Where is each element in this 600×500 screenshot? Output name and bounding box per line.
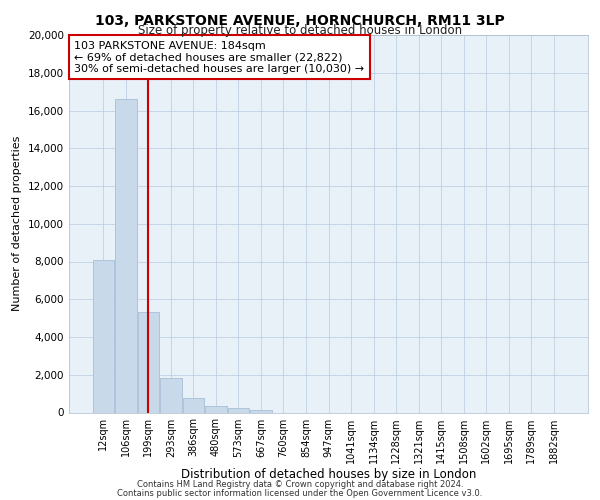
Bar — [250, 410, 272, 412]
Bar — [182, 398, 204, 412]
Bar — [228, 408, 249, 412]
Bar — [205, 406, 227, 412]
Bar — [137, 312, 159, 412]
Bar — [115, 99, 137, 412]
Text: 103 PARKSTONE AVENUE: 184sqm
← 69% of detached houses are smaller (22,822)
30% o: 103 PARKSTONE AVENUE: 184sqm ← 69% of de… — [74, 40, 364, 74]
Bar — [92, 260, 114, 412]
Text: Contains HM Land Registry data © Crown copyright and database right 2024.: Contains HM Land Registry data © Crown c… — [137, 480, 463, 489]
X-axis label: Distribution of detached houses by size in London: Distribution of detached houses by size … — [181, 468, 476, 481]
Text: Size of property relative to detached houses in London: Size of property relative to detached ho… — [138, 24, 462, 37]
Bar — [160, 378, 182, 412]
Text: 103, PARKSTONE AVENUE, HORNCHURCH, RM11 3LP: 103, PARKSTONE AVENUE, HORNCHURCH, RM11 … — [95, 14, 505, 28]
Text: Contains public sector information licensed under the Open Government Licence v3: Contains public sector information licen… — [118, 488, 482, 498]
Y-axis label: Number of detached properties: Number of detached properties — [13, 136, 22, 312]
